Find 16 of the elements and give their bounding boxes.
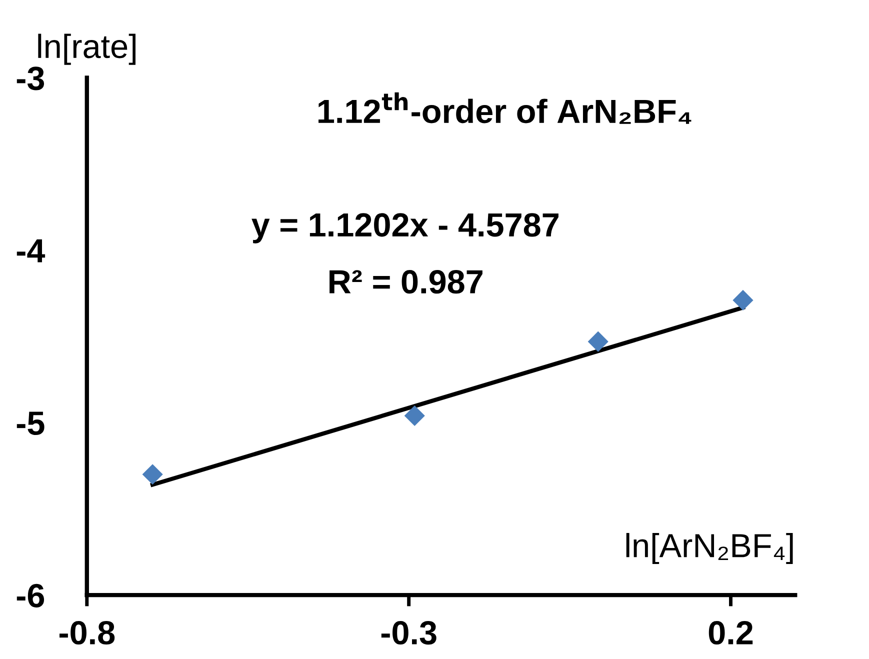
point — [142, 464, 163, 485]
y-tick-label: -3 — [16, 66, 44, 90]
point — [732, 290, 754, 311]
x-tick-label: -0.3 — [381, 620, 436, 645]
x-tick-label: -0.8 — [59, 620, 115, 645]
point — [404, 405, 425, 426]
y-tick-label: -6 — [16, 584, 44, 608]
x-axis-title: ln[ArN₂BF₄] — [626, 532, 793, 564]
chart-title: 1.12$^{th}$-order of ArN₂BF₄ — [318, 92, 692, 124]
y-tick-label: -5 — [16, 412, 44, 436]
y-axis-title: ln[rate] — [38, 34, 136, 65]
annotation: y = 1.1202x - 4.5787 — [252, 213, 558, 244]
x-tick-label: 0.2 — [708, 620, 753, 645]
point — [588, 331, 608, 352]
y-tick-label: -4 — [16, 239, 46, 262]
annotation: R² = 0.987 — [330, 270, 482, 294]
